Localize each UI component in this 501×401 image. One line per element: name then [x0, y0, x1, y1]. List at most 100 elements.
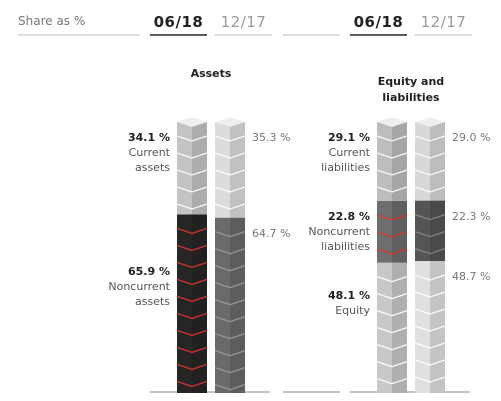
- cube-edge: [414, 291, 446, 298]
- cube-top: [415, 117, 445, 127]
- cube-top: [377, 117, 407, 127]
- cube-edge: [376, 293, 408, 300]
- cube-edge: [376, 231, 408, 238]
- cube-edge: [376, 248, 408, 255]
- value-label: 48.1 %: [328, 288, 370, 302]
- cube-edge: [214, 384, 246, 391]
- cube-edge: [414, 186, 446, 193]
- cube-edge: [414, 342, 446, 349]
- cube-edge: [376, 276, 408, 283]
- cube-edge: [414, 247, 446, 255]
- bar-segment: [415, 122, 445, 201]
- value-label: 64.7 %: [252, 226, 291, 240]
- cube-edge: [214, 135, 246, 142]
- cube-edge: [214, 282, 246, 289]
- value-label: 35.3 %: [252, 131, 291, 144]
- column-header: 06/18: [153, 13, 204, 31]
- cube-top: [215, 117, 245, 127]
- cube-edge: [414, 325, 446, 332]
- bar-shade: [392, 122, 407, 201]
- value-label: 29.0 %: [452, 131, 491, 144]
- cube-edge: [176, 278, 208, 286]
- value-label: 34.1 %: [128, 131, 170, 144]
- value-label: 22.3 %: [452, 209, 491, 223]
- column-header: 06/18: [353, 13, 404, 31]
- value-label: 48.7 %: [452, 270, 491, 284]
- series-label: Noncurrent assets: [108, 279, 170, 308]
- chart-title: Equity and liabilities: [377, 75, 445, 104]
- cube-edge: [376, 135, 408, 142]
- cube-edge: [214, 316, 246, 323]
- bar-shade: [430, 122, 445, 201]
- bar-shade: [230, 122, 245, 218]
- cube-edge: [376, 378, 408, 385]
- cube-edge: [176, 186, 208, 193]
- cube-edge: [376, 310, 408, 317]
- cube-edge: [176, 329, 208, 337]
- cube-edge: [414, 169, 446, 176]
- cube-edge: [176, 380, 208, 388]
- series-label: Current liabilities: [321, 146, 370, 174]
- cube-edge: [176, 346, 208, 354]
- cube-edge: [214, 203, 246, 210]
- bar-shade: [430, 200, 445, 262]
- cube-edge: [376, 327, 408, 334]
- cube-edge: [176, 295, 208, 303]
- cube-edge: [176, 363, 208, 371]
- column-header: 12/17: [420, 13, 467, 31]
- cube-edge: [214, 169, 246, 176]
- cube-edge: [214, 265, 246, 272]
- value-label: 65.9 %: [128, 264, 170, 278]
- cube-edge: [414, 274, 446, 281]
- cube-edge: [376, 186, 408, 193]
- series-label: Equity: [335, 303, 370, 317]
- cube-edge: [376, 152, 408, 159]
- value-label: 29.1 %: [328, 131, 370, 144]
- cube-edge: [414, 230, 446, 238]
- bar-segment: [377, 200, 407, 263]
- cube-edge: [214, 350, 246, 357]
- cube-edge: [414, 308, 446, 315]
- cube-edge: [414, 376, 446, 383]
- cube-edge: [214, 152, 246, 159]
- bar-shade: [230, 217, 245, 393]
- column-header: 12/17: [220, 13, 267, 31]
- cube-edge: [214, 186, 246, 193]
- series-label: Noncurrent liabilities: [308, 224, 370, 253]
- cube-top: [177, 117, 207, 127]
- cube-edge: [176, 135, 208, 142]
- bar-segment: [377, 262, 407, 393]
- cube-edge: [376, 169, 408, 176]
- cube-edge: [214, 248, 246, 255]
- bar-shade: [192, 214, 207, 393]
- bar-shade: [192, 122, 207, 215]
- cube-edge: [176, 152, 208, 159]
- bar-segment: [177, 214, 207, 393]
- cube-edge: [214, 231, 246, 238]
- cube-edge: [414, 135, 446, 142]
- cube-edge: [176, 312, 208, 320]
- cube-edge: [376, 344, 408, 351]
- bar-segment: [377, 122, 407, 201]
- value-label: 22.8 %: [328, 209, 370, 223]
- cube-edge: [414, 359, 446, 366]
- cube-edge: [214, 367, 246, 374]
- cube-edge: [176, 203, 208, 210]
- bar-shade: [430, 261, 445, 393]
- cube-edge: [214, 333, 246, 340]
- cube-edge: [214, 299, 246, 306]
- bar-segment: [415, 200, 445, 262]
- cube-edge: [414, 152, 446, 159]
- cube-edge: [176, 261, 208, 269]
- header-label: Share as %: [18, 14, 86, 28]
- cube-edge: [176, 227, 208, 235]
- cube-edge: [176, 244, 208, 252]
- series-label: Current assets: [128, 146, 170, 174]
- cube-edge: [376, 214, 408, 221]
- cube-edge: [376, 361, 408, 368]
- chart-title: Assets: [190, 67, 232, 80]
- cube-edge: [176, 169, 208, 176]
- cube-edge: [414, 213, 446, 221]
